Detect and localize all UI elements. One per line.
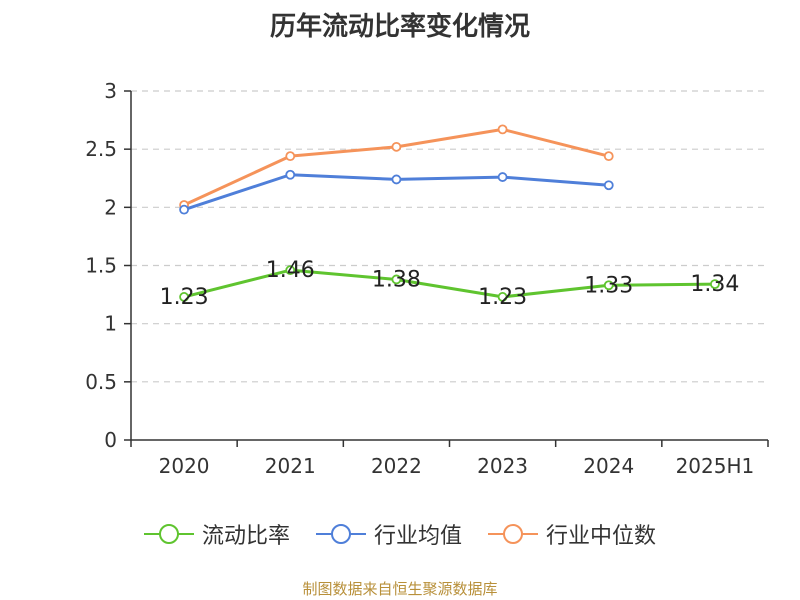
data-point bbox=[285, 265, 296, 276]
data-point bbox=[497, 124, 508, 135]
series-line bbox=[183, 268, 715, 299]
data-point bbox=[285, 169, 296, 180]
x-tick-label: 2024 bbox=[583, 454, 634, 478]
y-tick-label: 2.5 bbox=[85, 137, 117, 161]
x-tick-label: 2021 bbox=[265, 454, 316, 478]
y-tick-label: 3 bbox=[104, 79, 117, 103]
series-line bbox=[183, 127, 610, 207]
data-point bbox=[179, 204, 189, 215]
x-tick-label: 2023 bbox=[477, 454, 528, 478]
y-tick-label: 0.5 bbox=[85, 370, 117, 394]
data-label: 1.34 bbox=[690, 272, 739, 297]
data-point bbox=[391, 274, 402, 285]
y-tick-label: 1.5 bbox=[85, 254, 117, 278]
y-tick-label: 0 bbox=[104, 428, 117, 452]
y-tick-label: 2 bbox=[104, 195, 117, 219]
legend-item[interactable]: 行业均值 bbox=[315, 518, 462, 550]
data-point bbox=[285, 151, 296, 162]
legend-label: 行业中位数 bbox=[546, 524, 657, 549]
legend-item[interactable]: 流动比率 bbox=[143, 518, 290, 550]
x-tick-label: 2020 bbox=[159, 454, 210, 478]
data-point bbox=[603, 180, 614, 191]
data-point bbox=[391, 174, 402, 185]
x-tick-label: 2022 bbox=[371, 454, 422, 478]
data-point bbox=[179, 292, 189, 302]
data-label: 1.23 bbox=[160, 285, 209, 310]
source-note: 制图数据来自恒生聚源数据库 bbox=[302, 580, 498, 598]
chart-title: 历年流动比率变化情况 bbox=[269, 12, 530, 42]
data-point bbox=[391, 141, 402, 152]
data-point bbox=[497, 292, 508, 302]
data-label: 1.33 bbox=[584, 273, 633, 298]
data-label: 1.23 bbox=[478, 285, 527, 310]
legend-label: 流动比率 bbox=[201, 524, 290, 549]
chart-legend: 流动比率 行业均值 行业中位数 bbox=[0, 518, 800, 550]
y-tick-label: 1 bbox=[104, 312, 117, 336]
legend-marker-icon bbox=[488, 524, 538, 544]
data-point bbox=[603, 280, 614, 291]
data-label: 1.38 bbox=[372, 267, 421, 292]
x-tick-label: 2025H1 bbox=[676, 454, 755, 478]
legend-item[interactable]: 行业中位数 bbox=[488, 518, 656, 550]
legend-marker-icon bbox=[143, 524, 194, 544]
data-point bbox=[497, 172, 508, 182]
legend-label: 行业均值 bbox=[373, 524, 462, 549]
data-label: 1.46 bbox=[266, 258, 315, 283]
legend-marker-icon bbox=[315, 524, 366, 544]
data-point bbox=[603, 151, 614, 162]
data-point bbox=[710, 279, 720, 290]
